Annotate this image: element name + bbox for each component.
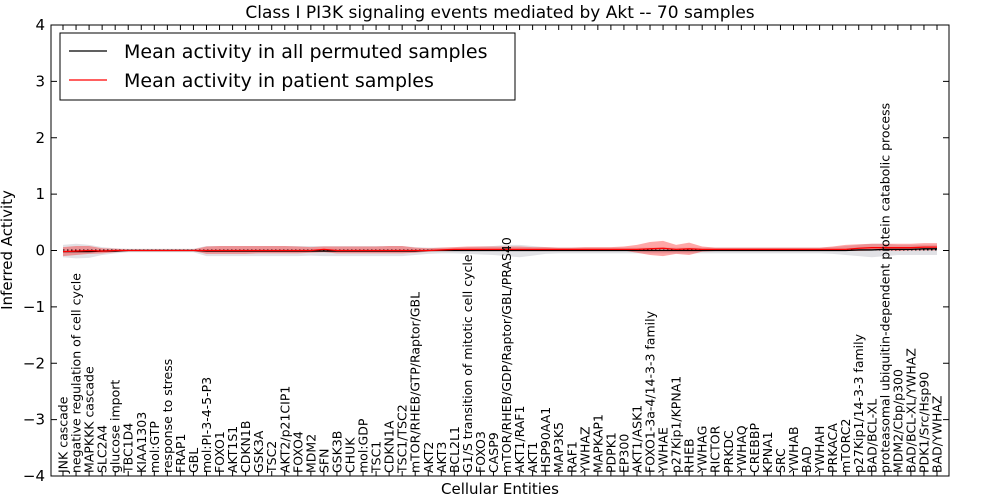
entity-label: GBL — [186, 448, 201, 473]
entity-label: BAD — [799, 446, 814, 473]
entity-label: SRC — [773, 448, 788, 473]
entity-label: mol:GDP — [356, 418, 371, 473]
entity-label: AKT1/RAF1 — [512, 406, 527, 473]
entity-label: GSK3A — [251, 430, 266, 473]
entity-label: BAD/BCL-XL/YWHAZ — [903, 348, 918, 473]
entity-label: YWHAH — [812, 426, 827, 474]
entity-label: MDM2/Cbp/p300 — [890, 369, 905, 473]
x-axis — [62, 25, 938, 476]
entity-label: TBC1D4 — [121, 423, 136, 474]
entity-label: MAPKKK cascade — [82, 366, 97, 473]
y-tick-label: 3 — [35, 72, 45, 90]
entity-label: SFN — [316, 449, 331, 473]
legend-box — [59, 32, 516, 101]
entity-label: MDM2 — [303, 434, 318, 473]
entity-label: CHUK — [342, 437, 357, 473]
y-axis: −4 −3 −2 −1 0 1 2 3 4 — [23, 16, 949, 485]
entity-label: KPNA1 — [760, 431, 775, 473]
entity-label: FOXO4 — [290, 431, 305, 473]
entity-label: MAPKAP1 — [590, 414, 605, 473]
entity-label: RICTOR — [708, 425, 723, 473]
entity-label: CREBBP — [747, 423, 762, 473]
entity-label: YWHAE — [656, 427, 671, 474]
entity-label: CDKN1B — [238, 421, 253, 473]
y-tick-label: 4 — [35, 16, 45, 34]
y-tick-label: −2 — [23, 354, 45, 372]
entity-label: PDPK1 — [603, 432, 618, 473]
entity-label: AKT3 — [434, 442, 449, 473]
legend: Mean activity in all permuted samples Me… — [59, 32, 516, 101]
entity-label: BAD/BCL-XL — [864, 399, 879, 473]
entity-label: mTORC2 — [838, 419, 853, 473]
entity-label: AKT1S1 — [225, 426, 240, 473]
entity-label: KIAA1303 — [134, 412, 149, 473]
entity-label: AKT2/p21CIP1 — [277, 386, 292, 473]
entity-label: AKT1 — [525, 442, 540, 473]
patient-mean-line — [62, 246, 937, 253]
entity-label: FRAP1 — [173, 434, 188, 473]
x-axis-title: Cellular Entities — [441, 480, 559, 498]
series-lines — [62, 246, 937, 253]
legend-label-patient: Mean activity in patient samples — [124, 70, 434, 92]
entity-label: YWHAZ — [577, 426, 592, 474]
entity-label: EP300 — [616, 434, 631, 473]
entity-label: GSK3B — [329, 431, 344, 473]
entity-label: mTOR/RHEB/GDP/Raptor/GBL/PRAS40 — [499, 237, 514, 473]
legend-label-permuted: Mean activity in all permuted samples — [124, 41, 487, 63]
entity-label: CASP9 — [486, 432, 501, 473]
entity-label: FOXO1-3a-4/14-3-3 family — [643, 310, 658, 473]
y-tick-label: −3 — [23, 411, 45, 429]
y-tick-label: 2 — [35, 129, 45, 147]
entity-label: proteasomal ubiquitin-dependent protein … — [877, 103, 892, 473]
y-tick-label: 0 — [35, 242, 45, 260]
entity-label: JNK cascade — [56, 396, 71, 474]
entity-label: mol:GTP — [147, 421, 162, 473]
entity-label: TSC1 — [369, 441, 384, 474]
y-axis-title: Inferred Activity — [0, 190, 16, 310]
entity-label: YWHAQ — [734, 425, 749, 474]
entity-label: CDKN1A — [382, 420, 397, 473]
y-tick-label: −4 — [23, 467, 45, 485]
entity-label: SLC2A4 — [95, 425, 110, 473]
y-tick-label: 1 — [35, 185, 45, 203]
entity-label: FOXO3 — [473, 431, 488, 473]
y-tick-label: −1 — [23, 298, 45, 316]
entity-label: BAD/YWHAZ — [930, 396, 945, 473]
entity-label: TSC1/TSC2 — [395, 404, 410, 474]
entity-label: AKT2 — [421, 442, 436, 473]
entity-label: HSP90AA1 — [538, 407, 553, 473]
entity-label: glucose import — [108, 380, 123, 473]
entity-label: MAP3K5 — [551, 422, 566, 473]
entity-label: TSC2 — [264, 441, 279, 474]
entity-label: p27Kip1/KPNA1 — [669, 376, 684, 473]
entity-label: FOXO1 — [212, 431, 227, 473]
chart-title: Class I PI3K signaling events mediated b… — [245, 3, 754, 23]
patient-band — [63, 240, 937, 257]
entity-label: p27Kip1/14-3-3 family — [851, 333, 866, 473]
entity-label: PRKDC — [721, 430, 736, 473]
entity-label: RHEB — [682, 438, 697, 473]
entity-label: YWHAG — [695, 426, 710, 474]
entity-label: PRKACA — [825, 423, 840, 473]
entity-label: mol:PI-3-4-5-P3 — [199, 377, 214, 473]
entity-label: YWHAB — [786, 426, 801, 474]
entity-label: response to stress — [160, 359, 175, 473]
entity-label: PDK1/Src/Hsp90 — [916, 372, 931, 473]
entity-label: AKT1/ASK1 — [629, 405, 644, 473]
entity-label: mTOR/RHEB/GTP/Raptor/GBL — [408, 292, 423, 473]
entity-label: negative regulation of cell cycle — [69, 273, 84, 473]
entity-label: G1/S transition of mitotic cell cycle — [460, 254, 475, 473]
entity-label: RAF1 — [564, 441, 579, 473]
entity-label: BCL2L1 — [447, 426, 462, 473]
